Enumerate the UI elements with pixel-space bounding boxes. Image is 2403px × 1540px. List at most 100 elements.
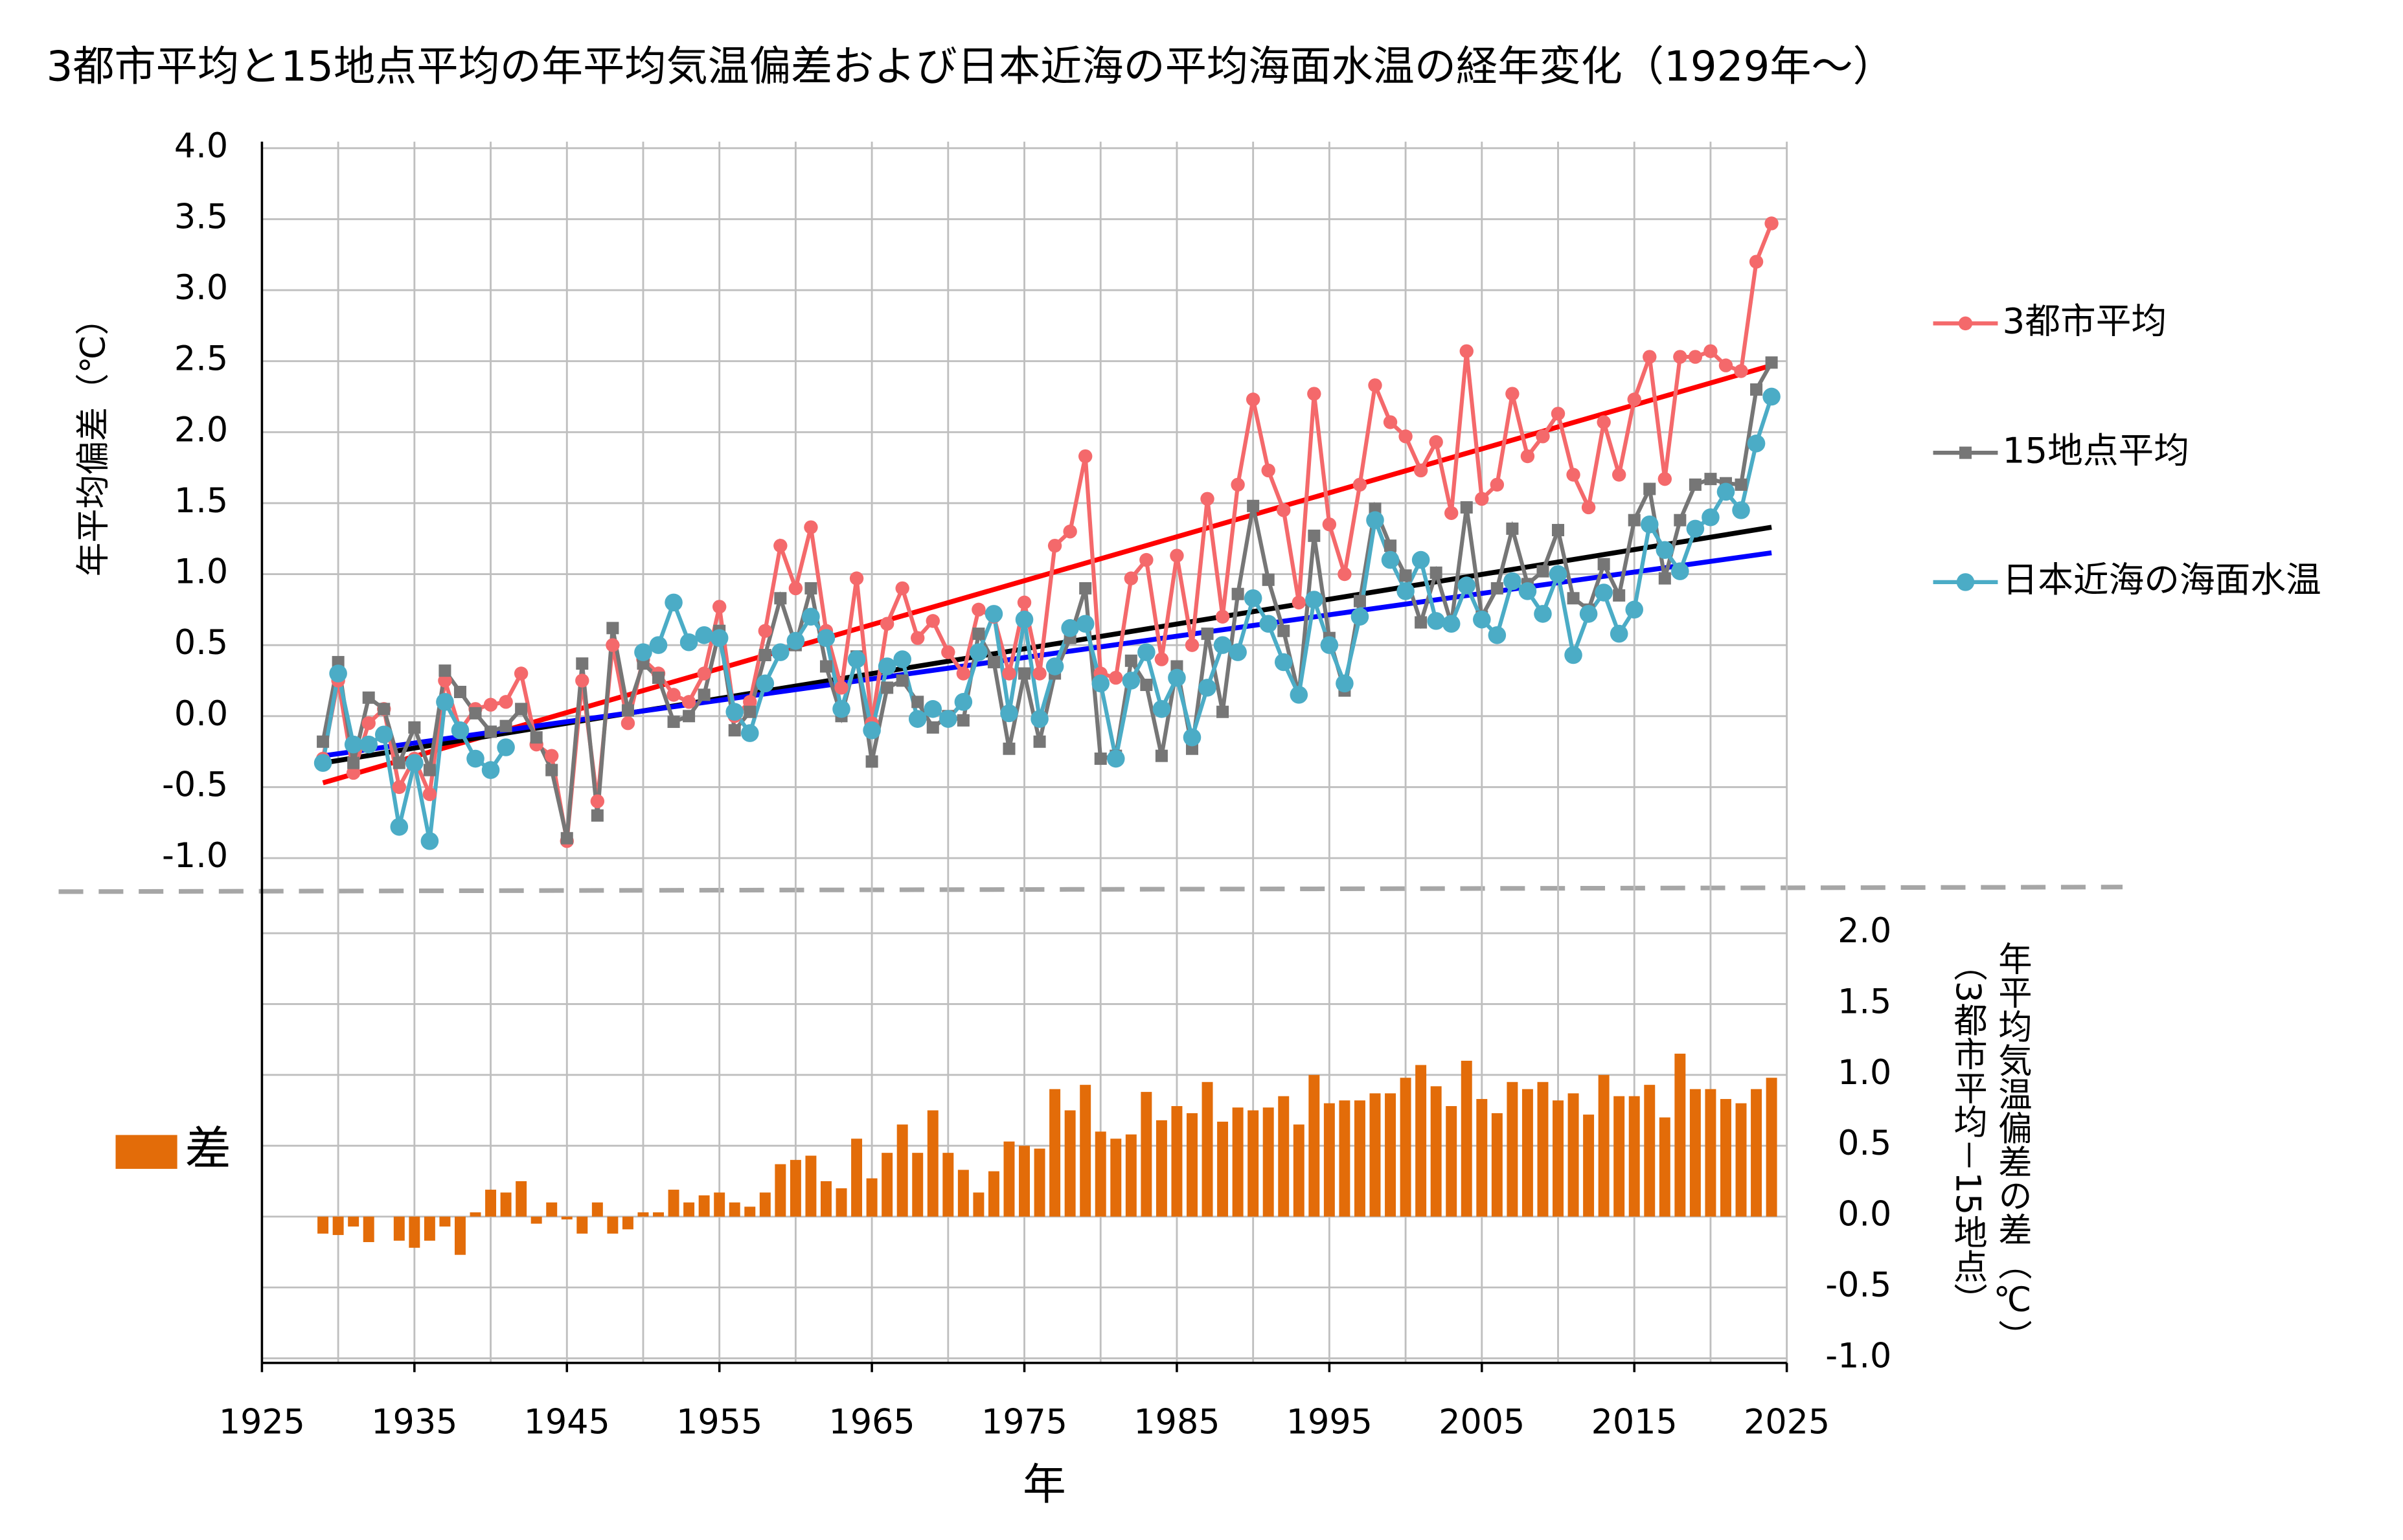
marker (681, 695, 696, 709)
bar (500, 1192, 512, 1217)
marker (1063, 525, 1077, 539)
marker (773, 538, 788, 553)
bar (1385, 1093, 1396, 1217)
marker (957, 714, 970, 727)
bar (637, 1212, 649, 1217)
bar (1339, 1100, 1350, 1217)
marker (698, 688, 711, 701)
bar (1019, 1146, 1031, 1217)
marker (1231, 477, 1245, 492)
marker (1308, 529, 1321, 542)
marker (484, 725, 497, 738)
marker (819, 660, 832, 673)
bar (591, 1202, 603, 1217)
marker (1229, 643, 1247, 661)
bar (1232, 1107, 1244, 1217)
marker (1564, 646, 1582, 664)
y2-tick-label: 0.5 (1838, 1124, 1891, 1163)
marker (1534, 605, 1552, 623)
marker (1597, 415, 1611, 429)
marker (1003, 742, 1016, 755)
marker (1277, 503, 1291, 517)
marker (1429, 566, 1442, 579)
marker (1290, 686, 1308, 704)
bar (927, 1110, 939, 1217)
marker (1444, 506, 1459, 520)
marker (1109, 670, 1123, 685)
marker (1032, 666, 1047, 681)
bar (790, 1160, 801, 1217)
marker (1551, 407, 1566, 421)
marker (1567, 592, 1580, 605)
bar (1507, 1081, 1518, 1217)
marker (1398, 429, 1413, 444)
bar (1293, 1124, 1304, 1217)
marker (1762, 387, 1781, 406)
bar (424, 1216, 435, 1241)
bar (607, 1216, 619, 1234)
bar (1705, 1089, 1716, 1217)
marker (1002, 666, 1016, 681)
bar (363, 1216, 374, 1242)
marker (1140, 679, 1153, 692)
marker (1611, 468, 1626, 482)
x-tick-label: 1955 (676, 1403, 762, 1442)
marker (786, 631, 805, 650)
bar (1567, 1093, 1579, 1217)
marker (1536, 429, 1550, 444)
marker (1581, 500, 1596, 515)
bar (1628, 1096, 1640, 1217)
marker (878, 657, 896, 675)
marker (1368, 378, 1382, 392)
marker (347, 756, 360, 769)
y-tick-label: 3.5 (174, 197, 228, 236)
bar (882, 1153, 893, 1217)
bar (1751, 1089, 1762, 1217)
marker (591, 809, 604, 822)
y-tick-label: 1.0 (174, 552, 228, 592)
marker (1017, 595, 1032, 610)
bar (1766, 1078, 1777, 1217)
bar (454, 1216, 466, 1255)
marker (725, 703, 744, 721)
marker (1213, 636, 1232, 654)
bar (439, 1216, 451, 1227)
marker (832, 700, 850, 718)
bar (1187, 1113, 1198, 1217)
y2-axis-label: 年平均気温偏差の差（℃） (1992, 941, 2032, 1353)
marker (1475, 492, 1489, 506)
marker (1124, 571, 1139, 585)
marker (1658, 572, 1671, 585)
marker (1231, 587, 1244, 600)
marker (1381, 550, 1400, 569)
y-tick-label: -0.5 (162, 765, 228, 804)
marker (1597, 558, 1610, 571)
bar (942, 1153, 954, 1217)
bar (1262, 1107, 1274, 1217)
y-tick-label: 3.0 (174, 268, 228, 308)
marker (1747, 435, 1766, 453)
marker (634, 643, 652, 661)
marker (1415, 616, 1428, 629)
marker (1457, 576, 1476, 594)
marker (590, 794, 605, 809)
legend-swatch (115, 1135, 177, 1169)
marker (344, 735, 363, 754)
bar (1308, 1074, 1320, 1217)
marker (1033, 735, 1046, 748)
y2-tick-label: -0.5 (1825, 1265, 1891, 1305)
bar (821, 1181, 832, 1217)
marker (1411, 550, 1430, 569)
y2-tick-label: 2.0 (1838, 911, 1891, 951)
marker (1688, 350, 1703, 364)
marker (359, 735, 378, 754)
marker (1750, 383, 1763, 396)
bar (1613, 1096, 1625, 1217)
marker (1702, 508, 1720, 527)
marker (926, 721, 939, 734)
bar (409, 1216, 420, 1248)
bar (1156, 1120, 1167, 1217)
marker (1749, 255, 1764, 269)
marker (1031, 710, 1049, 728)
